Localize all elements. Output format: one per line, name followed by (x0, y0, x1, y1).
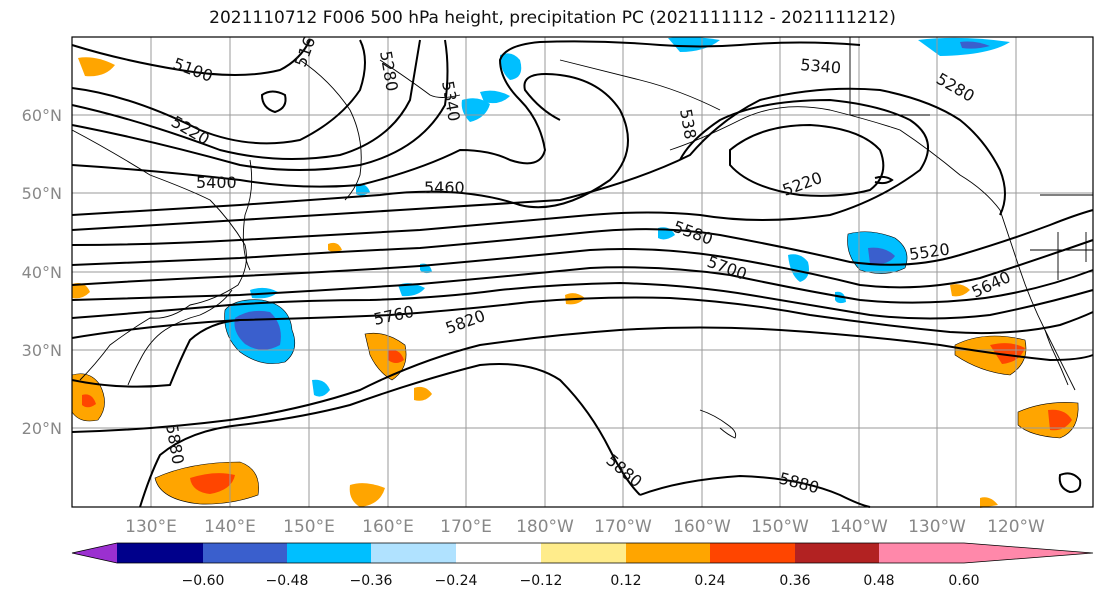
colorbar-tick: 0.48 (863, 573, 894, 589)
colorbar-bin (879, 543, 964, 563)
contour-label: 5880 (602, 451, 645, 492)
lon-label: 140°W (830, 517, 888, 537)
lon-label: 130°E (125, 517, 177, 537)
colorbar-extend-high (964, 543, 1093, 563)
lat-label: 50°N (22, 184, 62, 203)
colorbar-tick: −0.24 (435, 573, 478, 589)
colorbar-extend-low (72, 543, 117, 563)
contour-label: 5700 (705, 252, 750, 284)
lon-label: 140°E (204, 517, 256, 537)
colorbar-tick: −0.60 (182, 573, 225, 589)
lon-label: 170°W (594, 517, 652, 537)
graticule (72, 37, 1093, 507)
contour-label: 516 (291, 34, 319, 69)
map-frame (71, 36, 1094, 508)
lat-label: 40°N (22, 263, 62, 282)
contour-label: 5220 (168, 112, 213, 149)
colorbar-tick: 0.12 (610, 573, 641, 589)
contour-label: 5280 (376, 49, 402, 92)
coastlines (71, 36, 1093, 439)
lon-label: 180°W (516, 517, 574, 537)
contour-label: 5340 (438, 79, 464, 122)
lon-label: 160°E (362, 517, 414, 537)
precipitation-shading (71, 36, 1079, 508)
lon-label: 120°W (987, 517, 1045, 537)
contour-label: 5460 (424, 178, 465, 197)
colorbar-bin (117, 543, 203, 563)
contour-label: 538 (676, 107, 700, 140)
colorbar-bin (203, 543, 287, 563)
colorbar-bin (795, 543, 879, 563)
colorbar: −0.60 −0.48 −0.36 −0.24 −0.12 0.12 0.24 … (71, 542, 1094, 589)
contour-label: 5400 (196, 173, 237, 192)
colorbar-bin (456, 543, 541, 563)
colorbar-bin (287, 543, 371, 563)
contour-label: 5280 (933, 69, 978, 106)
height-contours (71, 39, 1094, 508)
colorbar-bin (710, 543, 795, 563)
colorbar-bin (626, 543, 710, 563)
longitude-labels: 130°E 140°E 150°E 160°E 170°E 180°W 170°… (125, 517, 1045, 537)
colorbar-tick: −0.12 (520, 573, 563, 589)
colorbar-tick: −0.36 (350, 573, 393, 589)
latitude-labels: 60°N 50°N 40°N 30°N 20°N (22, 106, 62, 438)
contour-label: 5880 (777, 469, 821, 498)
colorbar-tick: 0.60 (948, 573, 979, 589)
map-title: 2021110712 F006 500 hPa height, precipit… (209, 8, 896, 28)
lon-label: 150°E (283, 517, 335, 537)
lon-label: 160°W (673, 517, 731, 537)
lon-label: 130°W (908, 517, 966, 537)
colorbar-bin (541, 543, 626, 563)
lat-label: 20°N (22, 419, 62, 438)
contour-label: 5760 (372, 302, 416, 329)
contour-label: 5520 (908, 239, 951, 263)
lat-label: 30°N (22, 341, 62, 360)
contour-label: 5100 (171, 54, 216, 86)
lat-label: 60°N (22, 106, 62, 125)
colorbar-tick: 0.36 (779, 573, 810, 589)
colorbar-tick: −0.48 (266, 573, 309, 589)
colorbar-bin (371, 543, 456, 563)
contour-label: 5580 (671, 217, 716, 249)
contour-label: 5880 (162, 422, 188, 465)
lon-label: 170°E (440, 517, 492, 537)
contour-label: 5340 (800, 55, 842, 77)
colorbar-tick: 0.24 (694, 573, 725, 589)
lon-label: 150°W (751, 517, 809, 537)
